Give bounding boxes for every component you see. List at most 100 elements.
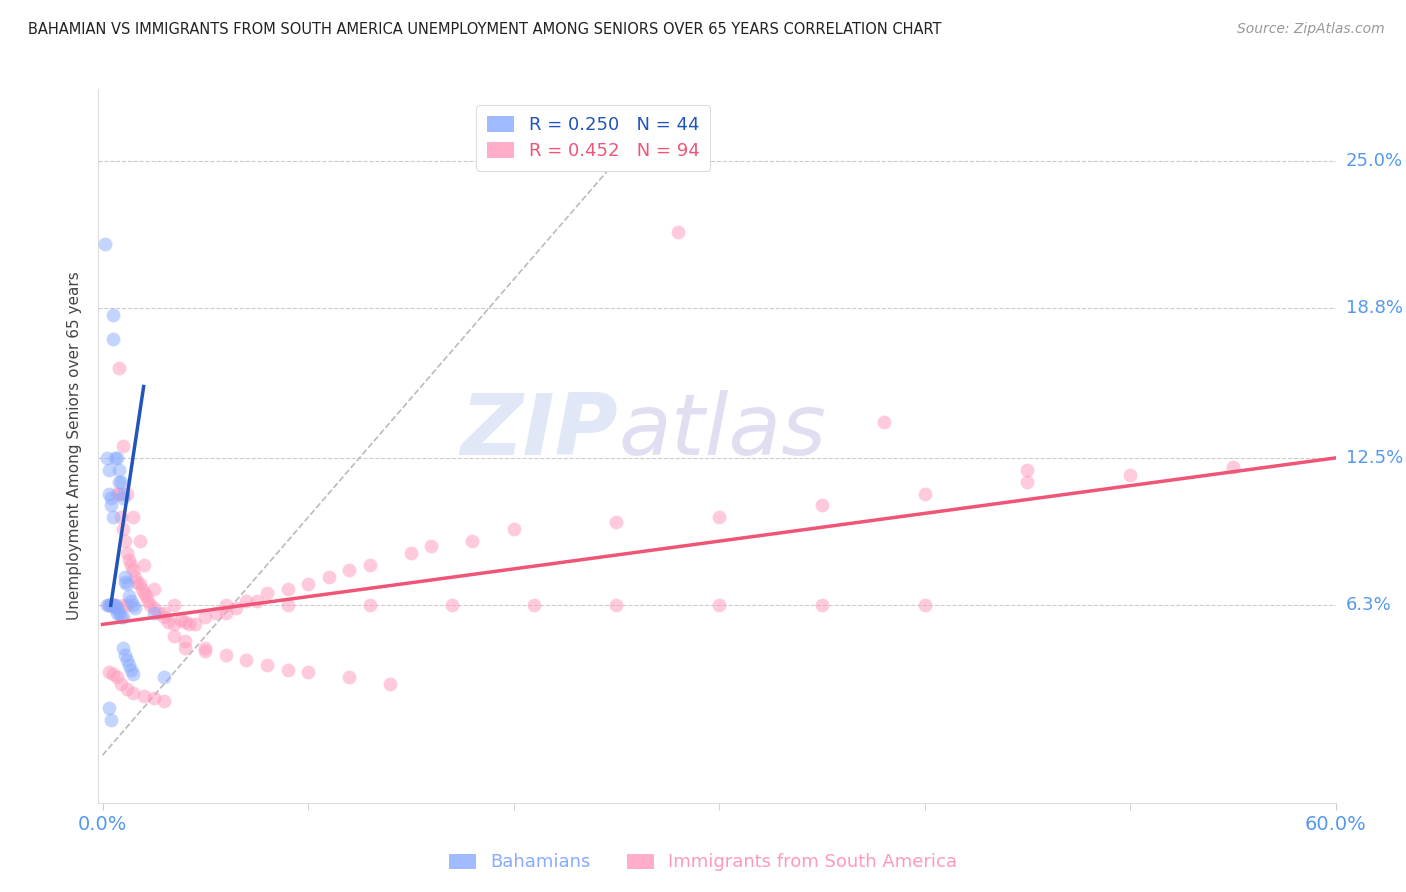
Point <box>146 606 169 620</box>
Point <box>139 599 162 613</box>
Point <box>235 593 257 607</box>
Point <box>184 617 207 632</box>
Point <box>215 599 238 613</box>
Point <box>101 308 124 322</box>
Point <box>461 534 484 549</box>
Point <box>177 617 200 632</box>
Point <box>359 558 381 572</box>
Point <box>163 629 186 643</box>
Point <box>115 653 138 667</box>
Legend: R = 0.250   N = 44, R = 0.452   N = 94: R = 0.250 N = 44, R = 0.452 N = 94 <box>477 105 710 170</box>
Point <box>318 570 340 584</box>
Point <box>112 641 135 656</box>
Point <box>100 599 122 613</box>
Point <box>97 599 120 613</box>
Point <box>112 522 135 536</box>
Point <box>128 577 150 591</box>
Point <box>215 648 238 663</box>
Point <box>194 643 217 657</box>
Point <box>112 599 135 613</box>
Point <box>115 486 138 500</box>
Legend: Bahamians, Immigrants from South America: Bahamians, Immigrants from South America <box>441 847 965 879</box>
Point <box>104 599 127 613</box>
Point <box>276 599 298 613</box>
Point <box>811 599 834 613</box>
Point <box>276 582 298 596</box>
Point <box>1119 467 1142 482</box>
Point <box>153 670 176 684</box>
Point <box>115 681 138 696</box>
Point <box>114 534 136 549</box>
Point <box>420 539 443 553</box>
Point <box>127 574 149 589</box>
Point <box>225 600 247 615</box>
Point <box>100 599 122 613</box>
Point <box>120 558 142 572</box>
Point <box>100 713 122 727</box>
Point <box>1017 463 1039 477</box>
Point <box>297 577 319 591</box>
Point <box>163 617 186 632</box>
Point <box>157 615 180 629</box>
Point <box>110 610 132 624</box>
Text: 12.5%: 12.5% <box>1346 449 1403 467</box>
Point <box>297 665 319 679</box>
Point <box>108 360 131 375</box>
Point <box>104 450 127 465</box>
Point <box>105 606 128 620</box>
Point <box>115 599 138 613</box>
Point <box>173 634 195 648</box>
Point <box>114 648 136 663</box>
Point <box>399 546 422 560</box>
Point <box>122 599 145 613</box>
Point <box>96 599 118 613</box>
Point <box>110 677 132 691</box>
Point <box>105 486 128 500</box>
Point <box>122 686 145 700</box>
Text: 18.8%: 18.8% <box>1346 299 1403 317</box>
Point <box>440 599 463 613</box>
Point <box>118 553 141 567</box>
Point <box>97 486 120 500</box>
Point <box>132 689 155 703</box>
Point <box>194 641 217 656</box>
Point <box>523 599 546 613</box>
Point <box>380 677 402 691</box>
Point <box>128 534 150 549</box>
Point <box>1017 475 1039 489</box>
Point <box>132 558 155 572</box>
Point <box>104 600 127 615</box>
Point <box>136 593 159 607</box>
Point <box>115 577 138 591</box>
Point <box>108 475 131 489</box>
Point <box>122 667 145 681</box>
Point <box>153 606 176 620</box>
Point <box>120 593 142 607</box>
Point <box>605 599 627 613</box>
Text: BAHAMIAN VS IMMIGRANTS FROM SOUTH AMERICA UNEMPLOYMENT AMONG SENIORS OVER 65 YEA: BAHAMIAN VS IMMIGRANTS FROM SOUTH AMERIC… <box>28 22 942 37</box>
Point <box>114 570 136 584</box>
Point <box>235 653 257 667</box>
Point <box>666 225 689 239</box>
Point <box>120 663 142 677</box>
Point <box>105 670 128 684</box>
Point <box>101 667 124 681</box>
Point <box>112 491 135 506</box>
Point <box>118 657 141 672</box>
Point <box>108 486 131 500</box>
Point <box>124 600 146 615</box>
Point <box>93 236 115 251</box>
Text: 25.0%: 25.0% <box>1346 152 1403 169</box>
Point <box>101 599 124 613</box>
Point <box>337 670 360 684</box>
Point <box>122 510 145 524</box>
Point <box>101 599 124 613</box>
Point <box>97 665 120 679</box>
Point <box>173 615 195 629</box>
Point <box>105 600 128 615</box>
Text: atlas: atlas <box>619 390 827 474</box>
Point <box>256 586 278 600</box>
Point <box>707 510 730 524</box>
Y-axis label: Unemployment Among Seniors over 65 years: Unemployment Among Seniors over 65 years <box>67 272 83 620</box>
Point <box>914 486 936 500</box>
